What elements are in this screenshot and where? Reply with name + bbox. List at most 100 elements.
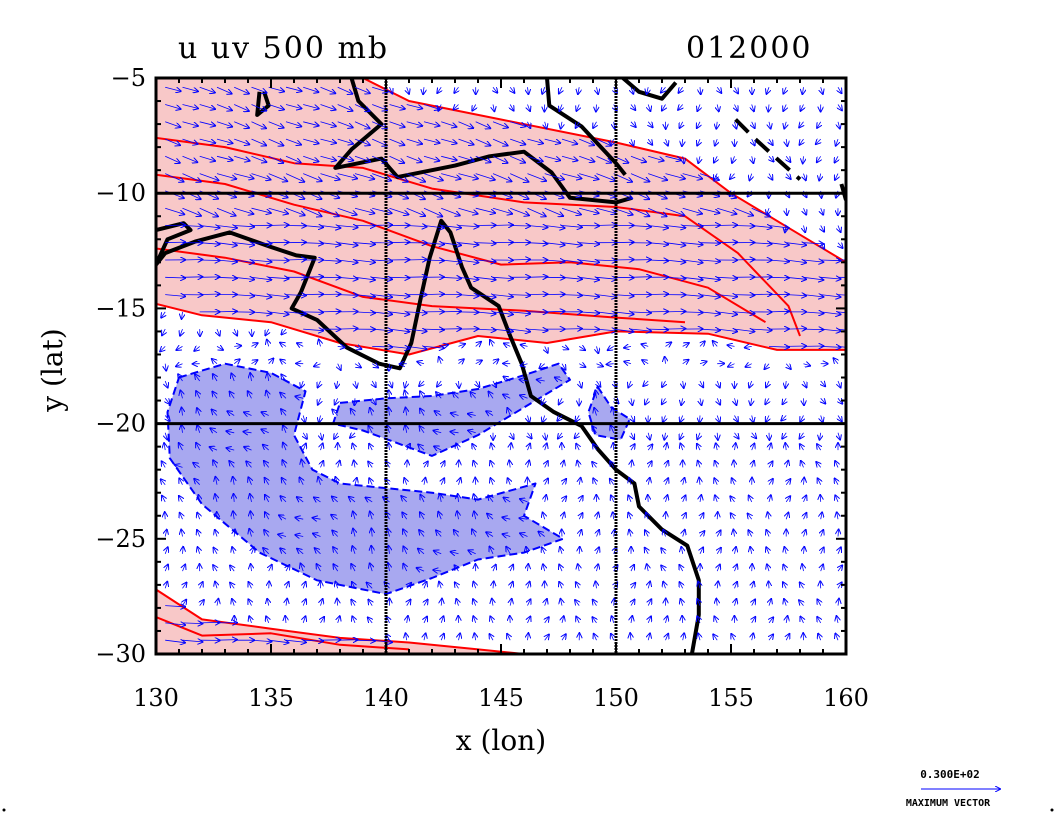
wind-vector	[337, 277, 358, 279]
wind-vector	[234, 328, 237, 335]
wind-vector	[682, 260, 703, 263]
wind-vector	[698, 582, 700, 589]
wind-vector	[249, 529, 251, 537]
wind-vector	[592, 462, 596, 468]
wind-vector	[179, 443, 183, 451]
wind-vector	[441, 311, 461, 312]
wind-vector	[492, 121, 508, 128]
wind-vector	[803, 312, 824, 314]
wind-vector	[332, 497, 338, 503]
wind-vector	[545, 599, 547, 606]
wind-vector	[610, 479, 614, 485]
wind-vector	[662, 104, 666, 111]
wind-vector	[441, 226, 461, 228]
wind-vector	[767, 208, 769, 215]
wind-vector	[354, 295, 375, 297]
wind-vector	[492, 295, 513, 297]
wind-vector	[665, 155, 682, 160]
wind-vector	[735, 582, 738, 589]
wind-vector	[821, 415, 823, 423]
wind-vector	[507, 634, 510, 641]
wind-vector	[424, 617, 427, 624]
wind-vector	[441, 478, 444, 485]
wind-vector	[752, 633, 754, 641]
wind-vector	[544, 260, 565, 262]
wind-vector	[784, 599, 786, 606]
wind-vector	[769, 443, 771, 451]
wind-vector	[441, 207, 460, 215]
wind-vector	[786, 156, 790, 162]
wind-vector	[769, 479, 773, 485]
wind-vector	[699, 295, 720, 298]
wind-vector	[769, 599, 771, 606]
wind-vector	[700, 495, 701, 502]
wind-vector	[834, 358, 839, 363]
wind-vector	[234, 359, 240, 363]
wind-vector	[821, 565, 823, 572]
wind-vector	[165, 416, 170, 421]
wind-vector	[576, 415, 580, 422]
wind-vector	[474, 511, 476, 520]
wind-vector	[389, 138, 405, 145]
wind-vectors	[160, 87, 846, 643]
wind-vector	[593, 121, 596, 128]
wind-vector	[319, 415, 321, 423]
wind-vector	[665, 243, 686, 246]
wind-vector	[786, 513, 788, 520]
wind-vector	[803, 329, 824, 330]
wind-vector	[372, 207, 391, 213]
wind-vector	[281, 409, 286, 416]
wind-vector	[269, 359, 274, 364]
wind-vector	[165, 547, 168, 554]
wind-vector	[252, 547, 255, 554]
wind-vector	[197, 408, 200, 416]
wind-vector	[613, 329, 634, 332]
wind-vector	[560, 547, 562, 554]
wind-vector	[210, 428, 218, 433]
wind-vector	[579, 155, 594, 161]
wind-vector	[561, 277, 582, 279]
wind-vector	[433, 570, 442, 571]
wind-vector	[403, 529, 407, 537]
wind-vector	[767, 564, 769, 572]
wind-vector	[734, 259, 755, 260]
wind-vector	[354, 155, 370, 161]
wind-vector	[545, 617, 549, 624]
wind-vector	[716, 599, 717, 606]
wind-vector	[234, 226, 254, 227]
wind-vector	[251, 564, 252, 572]
wind-vector	[838, 566, 842, 572]
wind-vector	[473, 461, 475, 468]
wind-vector	[389, 408, 390, 416]
wind-vector	[665, 342, 672, 346]
wind-vector	[836, 138, 838, 146]
wind-vector	[544, 226, 565, 229]
wind-vector	[351, 600, 355, 606]
wind-vector	[182, 207, 201, 216]
wind-vector	[490, 478, 493, 485]
wind-vector	[455, 582, 459, 589]
wind-vector	[165, 398, 169, 404]
wind-vector	[386, 634, 389, 641]
wind-vector	[244, 432, 252, 433]
wind-vector	[216, 173, 236, 179]
wind-vector	[424, 462, 428, 468]
wind-vector	[714, 156, 717, 162]
wind-vector	[683, 530, 685, 537]
wind-vector	[700, 87, 701, 94]
wind-vector	[662, 380, 666, 387]
wind-vector	[683, 513, 686, 520]
wind-vector	[232, 599, 234, 606]
wind-vector	[165, 207, 184, 214]
wind-vector	[784, 547, 786, 554]
wind-vector	[354, 640, 375, 641]
wind-vector	[265, 478, 269, 485]
wind-vector	[406, 226, 427, 227]
wind-vector	[838, 415, 842, 422]
wind-vector	[215, 530, 217, 537]
wind-vector	[183, 600, 187, 606]
wind-vector	[717, 432, 718, 440]
wind-vector	[251, 640, 272, 641]
wind-vector	[731, 513, 735, 520]
wind-vector	[372, 398, 376, 404]
